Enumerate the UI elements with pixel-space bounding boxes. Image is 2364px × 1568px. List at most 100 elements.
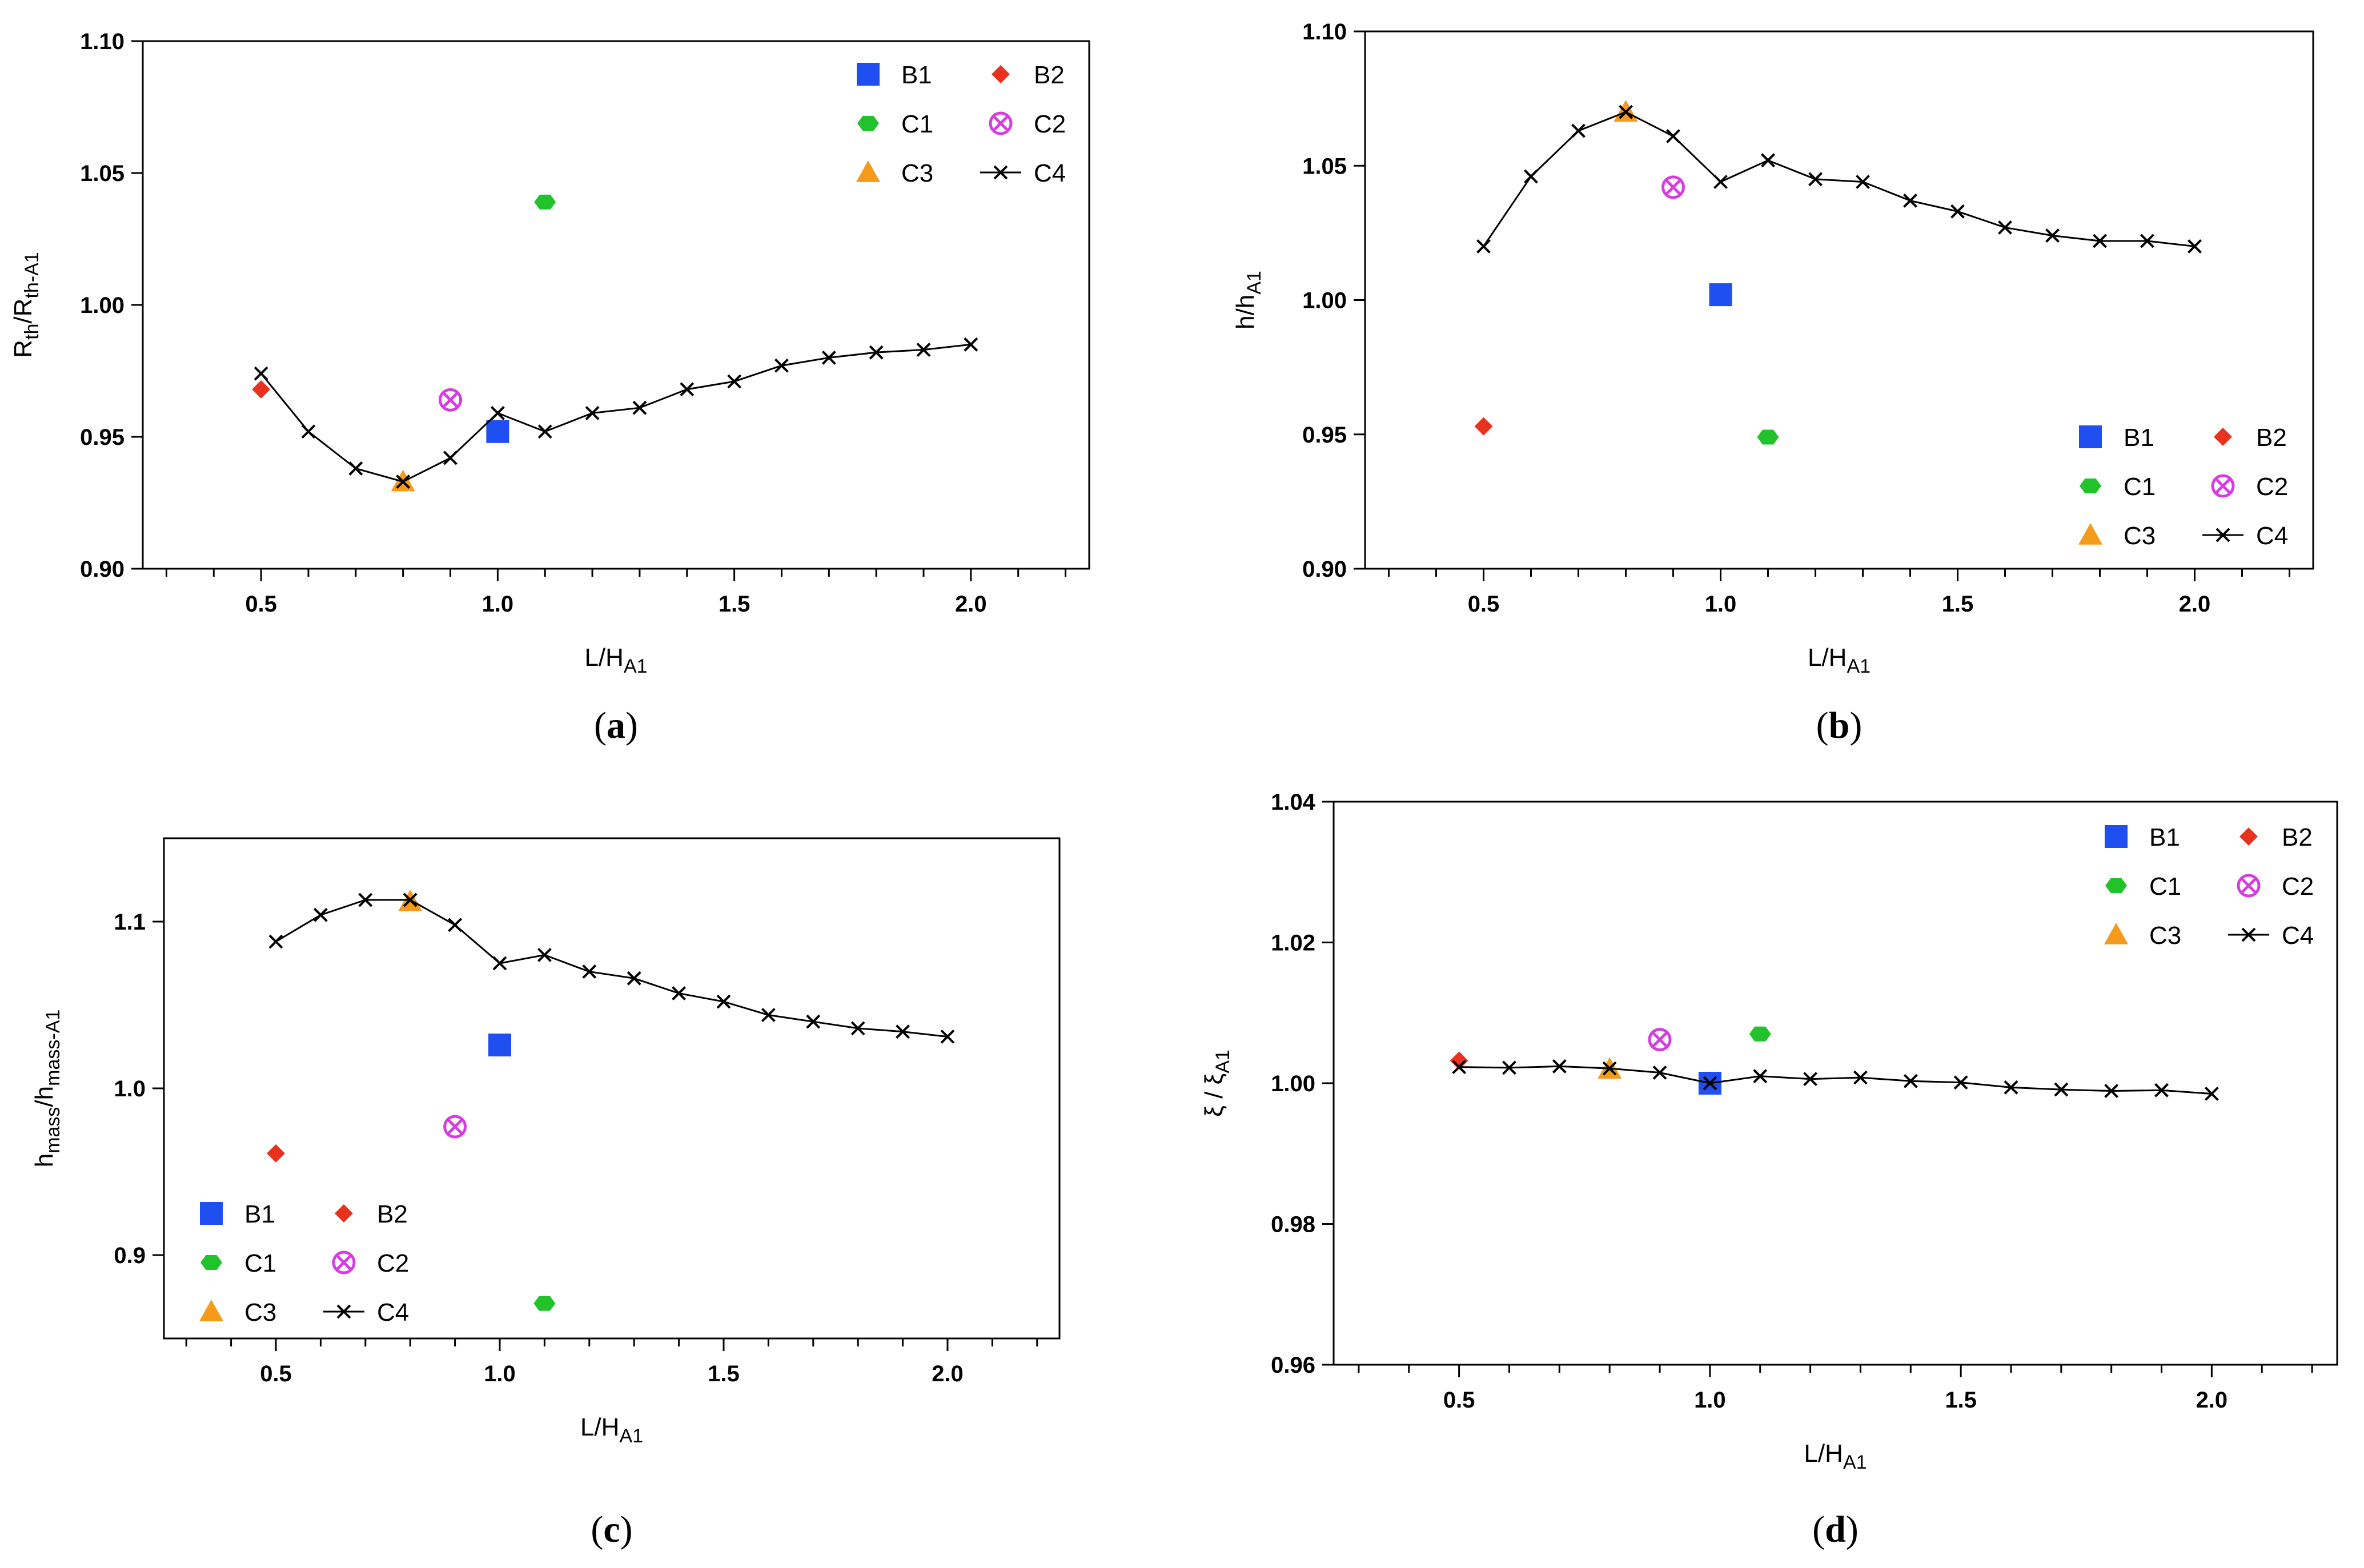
legend-label-C3: C3 (2149, 922, 2181, 950)
data-point-C4 (774, 358, 789, 373)
series-B2 (252, 380, 271, 399)
legend-marker-C2 (332, 1251, 356, 1274)
legend-marker-C4 (336, 1304, 351, 1319)
legend-label-C3: C3 (244, 1298, 276, 1326)
plot-frame (1364, 30, 2314, 570)
legend-marker-C3 (2078, 523, 2102, 545)
data-point-C4 (396, 475, 411, 489)
legend-label-B1: B1 (2124, 424, 2154, 452)
series-C4 (1476, 104, 2202, 254)
chart-panel-d: 0.5 1.0 1.5 2.0 0.96 0.98 1.00 1.02 1.04 ξ / ξA1 L… (1200, 790, 2338, 1550)
data-point-B2 (1474, 417, 1493, 436)
data-point-C4 (821, 350, 836, 365)
legend: B1 B2 C1 C2 C3 C4 (2078, 424, 2288, 550)
data-point-C4 (1950, 204, 1965, 219)
legend-label-C1: C1 (2124, 473, 2156, 501)
series-C2 (1648, 1028, 1672, 1052)
data-point-C4 (301, 424, 316, 439)
y-tick-label: 1.02 (1271, 931, 1315, 956)
data-point-C4 (492, 956, 507, 971)
y-axis-label: Rth/Rth-A1 (9, 252, 43, 357)
data-point-C2 (443, 1115, 467, 1139)
data-point-C1 (533, 1296, 556, 1311)
data-point-C4 (2004, 1080, 2018, 1095)
y-tick-label: 0.98 (1271, 1212, 1315, 1237)
plot-frame (142, 40, 1090, 570)
data-point-C4 (896, 1024, 910, 1039)
data-point-C4 (1853, 1070, 1868, 1085)
legend-label-C3: C3 (901, 159, 933, 187)
data-point-B1 (486, 420, 509, 443)
data-point-C4 (2093, 234, 2107, 248)
y-axis-label: h/hA1 (1231, 271, 1265, 329)
series-C2 (1661, 175, 1685, 199)
y-tick-label: 0.9 (114, 1243, 146, 1268)
legend-label-C2: C2 (377, 1249, 409, 1277)
x-tick-label: 2.0 (2196, 1388, 2228, 1413)
data-point-C4 (1761, 153, 1775, 168)
y-tick-label: 1.00 (80, 293, 125, 318)
series-line-C4 (260, 343, 972, 483)
x-tick-label: 2.0 (932, 1361, 964, 1386)
data-point-C4 (627, 971, 641, 986)
legend-marker-B1 (2105, 825, 2128, 848)
legend-marker-C2 (989, 111, 1013, 135)
data-point-B1 (1709, 283, 1732, 307)
x-tick-label: 0.5 (1443, 1388, 1475, 1413)
data-point-C4 (1502, 1060, 1516, 1075)
y-tick-label: 1.00 (1271, 1071, 1315, 1096)
data-point-C1 (534, 194, 556, 210)
y-tick-label: 0.90 (80, 557, 125, 582)
data-point-C4 (632, 400, 647, 415)
data-point-C4 (964, 337, 978, 352)
data-point-C4 (1703, 1076, 1717, 1091)
data-point-C4 (1803, 1072, 1817, 1087)
panel-label: (a) (594, 705, 638, 746)
data-point-C4 (869, 345, 884, 360)
legend-marker-B1 (857, 63, 880, 86)
data-point-C4 (448, 918, 463, 932)
chart-panel-a: 0.5 1.0 1.5 2.0 0.90 0.95 1.00 1.05 1.10 Rth/Rth-… (9, 29, 1090, 746)
legend-marker-C1 (200, 1255, 222, 1270)
x-tick-label: 2.0 (955, 592, 987, 617)
legend-label-C2: C2 (2256, 473, 2288, 501)
series-C4 (1452, 1059, 2219, 1101)
legend-label-C2: C2 (2282, 873, 2314, 900)
y-tick-label: 1.05 (1302, 154, 1347, 179)
data-point-C4 (1452, 1060, 1467, 1075)
y-tick-label: 1.05 (80, 161, 125, 186)
data-point-C4 (537, 947, 552, 962)
plot-frame (1332, 801, 2338, 1366)
x-tick-label: 1.0 (1705, 592, 1737, 617)
y-tick-label: 0.96 (1271, 1353, 1315, 1378)
data-point-C4 (2104, 1084, 2119, 1098)
data-point-C4 (254, 366, 268, 381)
data-point-C4 (1808, 172, 1823, 187)
data-point-C4 (443, 451, 457, 465)
data-point-C4 (1652, 1066, 1667, 1080)
x-tick-label: 0.5 (260, 1361, 292, 1386)
legend-marker-B1 (200, 1202, 223, 1225)
y-tick-label: 1.0 (114, 1076, 146, 1101)
chart-panel-b: 0.5 1.0 1.5 2.0 0.90 0.95 1.00 1.05 1.10 h/hA1 L/H… (1231, 19, 2314, 746)
data-point-C2 (1648, 1028, 1672, 1052)
legend: B1 B2 C1 C2 C3 C4 (199, 1200, 409, 1326)
legend: B1 B2 C1 C2 C3 C4 (2104, 823, 2314, 950)
y-axis-label: ξ / ξA1 (1200, 1050, 1234, 1117)
y-tick-label: 0.90 (1302, 557, 1347, 582)
data-point-C2 (1661, 175, 1685, 199)
legend-marker-B2 (992, 65, 1010, 83)
data-point-C4 (348, 461, 363, 476)
x-axis-label: L/HA1 (584, 644, 647, 677)
data-point-C4 (1903, 1074, 1918, 1088)
data-point-C4 (1476, 239, 1491, 254)
x-tick-label: 1.5 (708, 1361, 740, 1386)
data-point-C1 (1749, 1026, 1771, 1042)
series-C1 (1757, 429, 1779, 445)
panel-label: (d) (1812, 1509, 1859, 1550)
y-tick-label: 1.04 (1271, 790, 1316, 815)
legend-marker-C4 (2241, 927, 2256, 942)
x-tick-label: 0.5 (1468, 592, 1500, 617)
legend-marker-C2 (2237, 874, 2261, 898)
